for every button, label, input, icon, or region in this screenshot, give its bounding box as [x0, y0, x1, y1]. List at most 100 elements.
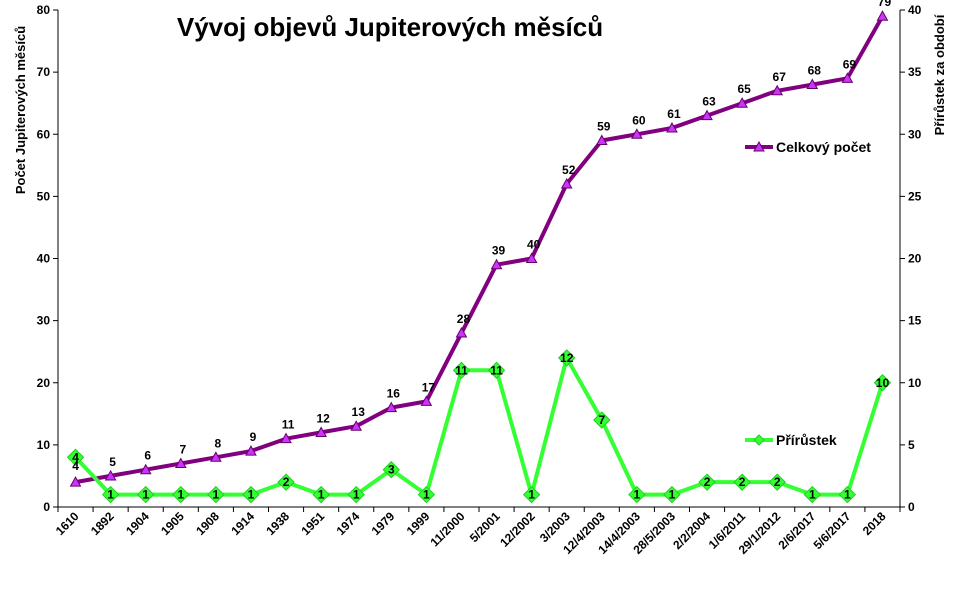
y-tick-label: 10 — [37, 438, 51, 452]
x-tick-label: 1938 — [263, 509, 292, 538]
x-tick-label: 1908 — [193, 509, 222, 538]
data-label-total: 13 — [352, 405, 366, 419]
data-point-triangle — [350, 420, 363, 431]
data-label-increment: 1 — [809, 488, 816, 502]
data-point-triangle — [210, 451, 222, 462]
data-label-increment: 1 — [318, 488, 325, 502]
legend-label: Celkový počet — [776, 139, 871, 155]
data-point-diamond — [347, 485, 365, 504]
data-label-increment: 2 — [704, 475, 711, 489]
data-point-diamond — [277, 473, 295, 491]
data-label-increment: 11 — [490, 363, 503, 377]
data-point-diamond — [312, 485, 330, 504]
data-label-total: 69 — [843, 57, 857, 71]
data-point-triangle — [69, 476, 82, 487]
x-tick-label: 1905 — [158, 509, 187, 538]
data-point-triangle — [560, 177, 573, 189]
data-point-triangle — [104, 469, 117, 481]
y2-tick-label: 35 — [908, 65, 922, 79]
data-label-total: 4 — [72, 459, 79, 473]
data-point-diamond — [698, 473, 716, 491]
data-point-triangle — [771, 84, 784, 96]
series-line-total — [75, 15, 885, 485]
y2-tick-label: 20 — [908, 252, 922, 266]
data-label-increment: 1 — [634, 488, 641, 502]
data-label-increment: 1 — [213, 488, 220, 502]
y-tick-label: 60 — [37, 127, 51, 141]
data-point-diamond — [382, 461, 400, 479]
data-point-triangle — [455, 327, 468, 338]
data-point-diamond — [452, 361, 471, 380]
data-label-increment: 12 — [560, 351, 574, 365]
x-tick-label: 2018 — [860, 509, 889, 538]
x-tick-label: 1610 — [53, 509, 82, 538]
y-axis-title: Počet Jupiterových měsíců — [13, 26, 28, 194]
data-label-total: 8 — [215, 436, 222, 450]
data-point-triangle — [631, 128, 643, 139]
data-point-diamond — [733, 473, 751, 491]
y2-tick-label: 5 — [908, 438, 915, 452]
data-point-triangle — [841, 72, 854, 83]
data-point-diamond — [101, 485, 120, 504]
data-label-increment: 2 — [283, 475, 290, 489]
legend-label: Přírůstek — [776, 432, 837, 448]
x-tick-label: 1892 — [88, 509, 117, 538]
x-tick-label: 1904 — [123, 509, 152, 538]
data-label-total: 60 — [632, 113, 646, 127]
data-point-triangle — [280, 432, 292, 444]
y-tick-label: 40 — [37, 252, 51, 266]
data-point-triangle — [139, 463, 152, 475]
data-label-increment: 1 — [353, 488, 360, 502]
data-point-diamond — [242, 485, 260, 504]
data-label-increment: 4 — [72, 450, 79, 464]
x-tick-label: 12/2002 — [497, 509, 538, 550]
x-tick-label: 1999 — [404, 509, 433, 538]
data-label-total: 67 — [773, 70, 787, 84]
legend-marker-triangle — [753, 140, 765, 152]
data-label-total: 63 — [702, 95, 716, 109]
data-label-total: 52 — [562, 163, 576, 177]
y2-axis-title: Přírůstek za období — [932, 14, 947, 135]
data-point-triangle — [490, 258, 503, 270]
x-tick-label: 1914 — [228, 509, 257, 538]
data-label-increment: 2 — [739, 475, 746, 489]
legend: Celkový počet Přírůstek — [745, 139, 871, 448]
data-point-diamond — [873, 374, 892, 392]
data-point-diamond — [207, 485, 225, 504]
data-point-diamond — [172, 485, 190, 504]
data-label-total: 79 — [878, 0, 892, 9]
data-point-diamond — [593, 411, 611, 429]
data-point-triangle — [385, 401, 398, 413]
data-point-diamond — [137, 485, 155, 504]
data-label-total: 65 — [737, 82, 751, 96]
data-label-total: 5 — [109, 455, 116, 469]
data-label-total: 11 — [282, 418, 295, 432]
data-point-triangle — [806, 78, 819, 90]
x-tick-label: 5/6/2017 — [811, 509, 854, 552]
x-tick-label: 2/6/2017 — [775, 509, 818, 552]
data-label-increment: 1 — [528, 488, 535, 502]
y2-tick-label: 10 — [908, 376, 922, 390]
data-point-diamond — [838, 485, 857, 504]
data-label-increment: 3 — [388, 463, 395, 477]
data-label-total: 6 — [144, 449, 151, 463]
data-label-total: 17 — [422, 380, 436, 394]
series-lines — [74, 15, 885, 497]
series-markers — [66, 10, 892, 504]
series-line-increment — [74, 355, 885, 497]
data-point-diamond — [558, 349, 576, 367]
data-label-total: 28 — [457, 312, 471, 326]
data-label-increment: 1 — [142, 488, 149, 502]
data-label-increment: 1 — [248, 488, 255, 502]
data-label-increment: 1 — [107, 488, 114, 502]
data-point-triangle — [525, 252, 538, 263]
data-point-triangle — [876, 10, 889, 21]
y2-tick-label: 0 — [908, 500, 915, 514]
data-point-triangle — [736, 97, 748, 108]
data-point-triangle — [174, 457, 187, 469]
data-label-total: 16 — [387, 387, 401, 401]
data-label-total: 59 — [597, 119, 611, 133]
y-tick-label: 80 — [37, 3, 51, 17]
